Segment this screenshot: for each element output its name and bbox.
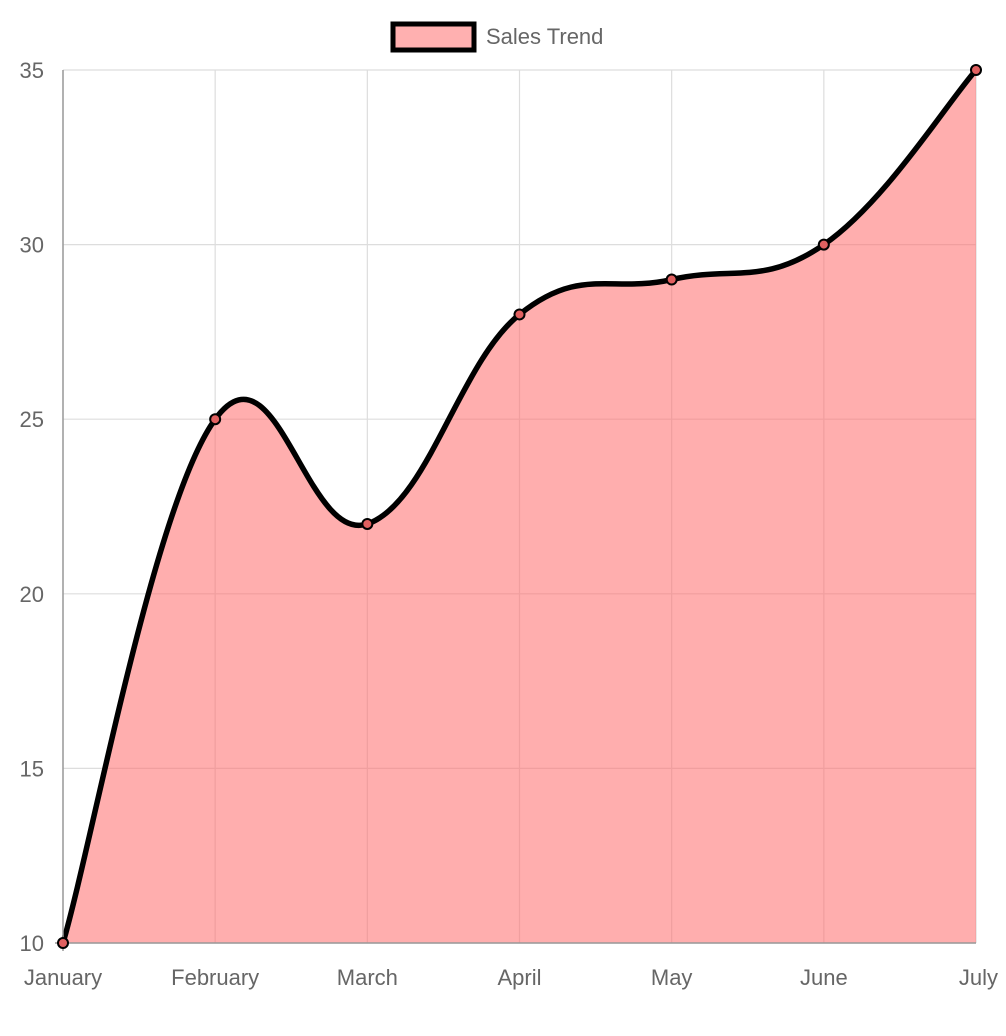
- series-fill: [63, 70, 976, 943]
- data-point[interactable]: [665, 273, 678, 286]
- data-point[interactable]: [817, 238, 830, 251]
- legend-swatch[interactable]: [390, 21, 477, 53]
- y-axis-ticks: 10 15 20 25 30 35: [20, 58, 44, 956]
- axes: [55, 70, 976, 951]
- y-tick-label: 30: [20, 233, 44, 258]
- x-axis-ticks: January February March April May June July: [24, 965, 998, 990]
- series-area: [60, 68, 979, 944]
- x-tick-label: July: [959, 965, 998, 990]
- data-point[interactable]: [970, 64, 982, 76]
- series-line: [60, 68, 979, 944]
- y-tick-label: 35: [20, 58, 44, 83]
- y-tick-label: 10: [20, 931, 44, 956]
- x-tick-label: April: [497, 965, 541, 990]
- x-tick-label: March: [337, 965, 398, 990]
- y-tick-label: 15: [20, 756, 44, 781]
- data-point[interactable]: [513, 308, 526, 321]
- data-point[interactable]: [209, 413, 222, 426]
- x-tick-label: February: [171, 965, 259, 990]
- legend[interactable]: Sales Trend: [390, 21, 603, 53]
- data-point[interactable]: [57, 937, 69, 949]
- data-points: [57, 64, 982, 949]
- x-tick-label: June: [800, 965, 848, 990]
- y-tick-label: 20: [20, 582, 44, 607]
- y-tick-label: 25: [20, 407, 44, 432]
- x-tick-label: May: [651, 965, 693, 990]
- data-point[interactable]: [361, 517, 374, 530]
- x-tick-label: January: [24, 965, 102, 990]
- legend-label[interactable]: Sales Trend: [486, 24, 603, 49]
